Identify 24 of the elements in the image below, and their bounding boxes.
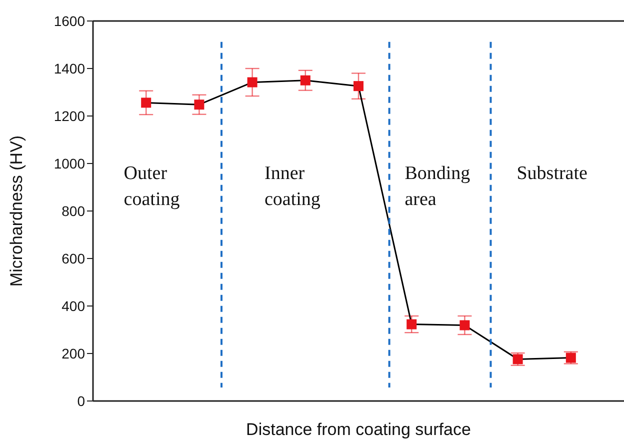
y-tick-label: 1400: [54, 60, 86, 76]
point: [247, 77, 258, 88]
annotation: Bonding area: [404, 162, 470, 212]
point: [354, 81, 364, 92]
x-axis-title: Distance from coating surface: [246, 420, 471, 439]
point: [300, 75, 310, 86]
point: [460, 320, 470, 330]
y-tick-label: 1200: [54, 108, 86, 124]
y-tick-label: 1000: [54, 155, 86, 172]
point: [406, 319, 417, 330]
point: [141, 98, 152, 108]
point: [194, 100, 204, 110]
y-axis-title: Microhardness (HV): [7, 135, 26, 287]
y-tick-label: 800: [62, 202, 86, 219]
y-tick-label: 600: [62, 250, 86, 266]
point: [512, 354, 523, 364]
annotation: Outer coating: [124, 162, 180, 212]
annotation: Inner coating: [264, 162, 320, 212]
y-tick-label: 1600: [54, 12, 86, 29]
point: [566, 352, 576, 363]
y-tick-label: 400: [62, 298, 86, 314]
annotation: Substrate: [516, 162, 588, 186]
y-tick-label: 200: [62, 345, 86, 362]
y-tick-label: 0: [77, 392, 86, 409]
